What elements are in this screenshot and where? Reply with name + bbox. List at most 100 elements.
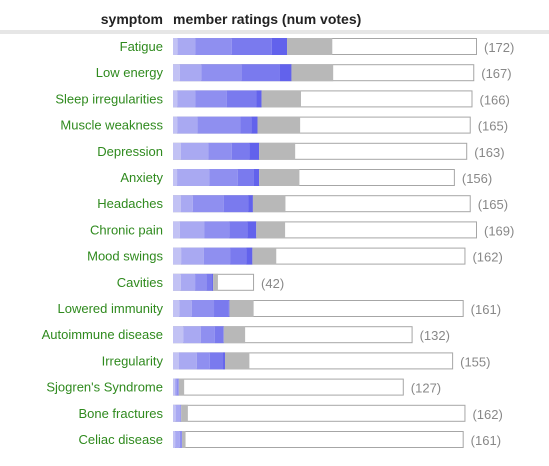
vote-count: (172) [484,40,514,55]
symptom-label[interactable]: Muscle weakness [60,118,163,133]
symptom-label[interactable]: Sjogren's Syndrome [46,380,163,395]
vote-count: (165) [478,197,508,212]
bar-segment-6 [224,352,250,370]
table-row: Headaches (165) [97,195,508,213]
bar-segment-1 [173,378,175,396]
table-row: Sjogren's Syndrome (127) [46,378,441,396]
bar-segment-4 [240,116,252,134]
bar-segment-1 [173,142,181,160]
bar-segment-2 [181,247,204,265]
bar-segment-1 [173,326,184,344]
symptom-label[interactable]: Irregularity [102,353,164,368]
bar-segment-3 [204,221,230,239]
bar-segment-3 [201,64,242,82]
bar-segment-1 [173,352,180,370]
bar-segment-5 [256,90,262,108]
bar-segment-6 [256,221,286,239]
vote-count: (169) [484,223,514,238]
table-row: Depression (163) [97,142,505,160]
symptom-label[interactable]: Celiac disease [78,432,163,447]
bar-segment-4 [206,273,213,291]
bar-segment-1 [173,404,176,422]
vote-count: (165) [478,119,508,134]
bar-segment-5 [228,300,230,317]
vote-count: (162) [472,407,502,422]
bar-segment-1 [173,116,178,134]
bar-segment-1 [173,38,178,55]
vote-count: (167) [481,66,511,81]
bar-segment-2 [177,169,210,186]
bar-segment-6 [261,90,302,108]
symptom-label[interactable]: Mood swings [87,249,163,264]
bar-segment-3 [195,38,232,55]
bar-track [173,431,464,448]
bar-segment-2 [179,64,202,82]
bar-segment-4 [231,142,250,160]
table-row: Irregularity (155) [102,352,490,370]
ratings-column-header: member ratings (num votes) [173,11,361,27]
symptom-label[interactable]: Bone fractures [78,406,163,421]
bar-segment-2 [180,142,209,160]
vote-count: (166) [479,92,509,107]
bar-segment-3 [208,142,232,160]
bar-segment-5 [253,169,260,186]
bar-track [173,404,466,422]
vote-count: (132) [420,328,450,343]
vote-count: (161) [471,433,501,448]
vote-count: (42) [261,276,284,291]
bar-segment-2 [183,326,201,344]
bar-segment-4 [209,352,224,370]
bar-segment-6 [252,195,286,213]
symptom-label[interactable]: Headaches [97,196,163,211]
bar-segment-6 [259,142,296,160]
bar-segment-1 [173,169,178,186]
bar-segment-3 [191,300,215,317]
bar-segment-3 [179,431,183,448]
bar-segment-2 [177,116,198,134]
bar-segment-6 [259,169,300,186]
table-row: Chronic pain (169) [90,221,514,239]
table-row: Cavities (42) [117,273,284,291]
symptom-label[interactable]: Cavities [117,275,164,290]
bar-segment-1 [173,64,180,82]
table-row: Mood swings (162) [87,247,503,265]
bar-segment-2 [180,273,196,291]
bar-segment-3 [200,326,215,344]
bar-track [173,378,404,396]
symptom-label[interactable]: Fatigue [120,39,163,54]
symptom-label[interactable]: Autoimmune disease [42,327,163,342]
bar-segment-3 [192,195,224,213]
bar-segment-5 [271,38,288,55]
bar-segment-5 [247,221,257,239]
bar-segment-3 [209,169,238,186]
symptom-label[interactable]: Depression [97,144,163,159]
symptom-label[interactable]: Low energy [96,65,164,80]
bar-segment-1 [173,431,176,448]
table-row: Anxiety (156) [120,169,492,186]
table-row: Sleep irregularities (166) [55,90,510,108]
vote-count: (161) [471,302,501,317]
symptom-label[interactable]: Lowered immunity [58,301,164,316]
bar-segment-6 [287,38,333,55]
bar-segment-2 [179,300,192,317]
bar-segment-5 [279,64,292,82]
table-row: Bone fractures (162) [78,404,503,422]
bar-segment-2 [177,90,196,108]
symptom-label[interactable]: Chronic pain [90,222,163,237]
bar-segment-5 [246,247,253,265]
bar-segment-6 [291,64,334,82]
symptom-label[interactable]: Sleep irregularities [55,91,163,106]
vote-count: (155) [460,354,490,369]
bar-segment-6 [257,116,301,134]
bar-segment-3 [203,247,231,265]
bar-segment-4 [229,221,248,239]
bar-segment-1 [173,273,181,291]
bar-segment-6 [178,378,185,396]
symptom-label[interactable]: Anxiety [120,170,163,185]
bar-segment-3 [197,116,241,134]
table-row: Autoimmune disease (132) [42,326,450,344]
bar-segment-1 [173,195,181,213]
table-row: Muscle weakness (165) [60,116,508,134]
bar-segment-5 [249,142,260,160]
vote-count: (127) [411,381,441,396]
